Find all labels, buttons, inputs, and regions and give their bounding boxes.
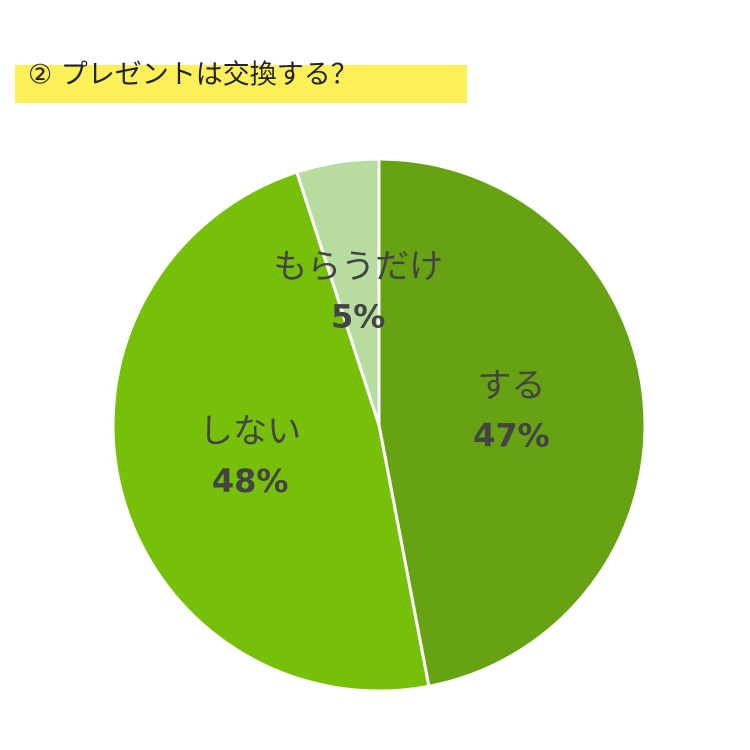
- slice-label: する: [477, 366, 545, 406]
- chart-title: ② プレゼントは交換する？: [28, 60, 358, 91]
- value-label: 48%: [212, 462, 289, 500]
- pie-slice: [377, 157, 647, 689]
- pie-slice: [111, 170, 431, 693]
- value-label: 47%: [473, 416, 550, 454]
- slice-label: もらうだけ: [273, 247, 443, 287]
- value-label: 5%: [331, 298, 385, 336]
- pie-slice: [294, 157, 381, 426]
- slice-label: しない: [199, 412, 301, 452]
- title-highlight: [15, 65, 467, 103]
